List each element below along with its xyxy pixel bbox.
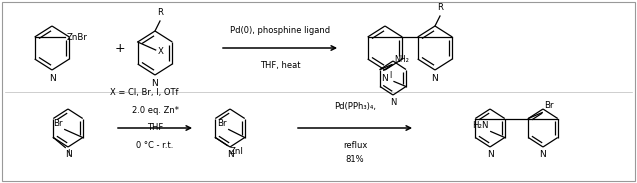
Text: N: N — [390, 98, 396, 107]
Text: Br: Br — [217, 119, 227, 128]
Text: X = Cl, Br, I, OTf: X = Cl, Br, I, OTf — [110, 89, 178, 98]
Text: X: X — [158, 48, 164, 57]
Text: 0 °C - r.t.: 0 °C - r.t. — [136, 141, 174, 150]
Text: NH₂: NH₂ — [394, 55, 409, 64]
Text: N: N — [382, 74, 389, 83]
Text: N: N — [487, 150, 494, 159]
Text: N: N — [64, 150, 71, 159]
Text: 2.0 eq. Zn*: 2.0 eq. Zn* — [131, 106, 178, 115]
Text: THF, heat: THF, heat — [260, 61, 300, 70]
Text: 81%: 81% — [346, 155, 364, 164]
Text: ZnI: ZnI — [229, 147, 243, 156]
Text: THF: THF — [147, 124, 163, 132]
Text: N: N — [227, 150, 233, 159]
Text: Pd(0), phosphine ligand: Pd(0), phosphine ligand — [230, 26, 330, 35]
Text: Br: Br — [544, 102, 554, 111]
Text: H₂N: H₂N — [472, 120, 489, 130]
Text: ZnBr: ZnBr — [67, 33, 87, 42]
Text: R: R — [157, 8, 163, 17]
Text: N: N — [432, 74, 438, 83]
Text: N: N — [152, 79, 159, 88]
Text: N: N — [540, 150, 547, 159]
Text: +: + — [115, 42, 125, 55]
Text: Pd(PPh₃)₄,: Pd(PPh₃)₄, — [334, 102, 376, 111]
Text: R: R — [437, 3, 443, 12]
Text: reflux: reflux — [343, 141, 367, 150]
Text: N: N — [48, 74, 55, 83]
Text: I: I — [390, 72, 392, 81]
Text: I: I — [68, 150, 70, 158]
Text: Br: Br — [54, 119, 62, 128]
